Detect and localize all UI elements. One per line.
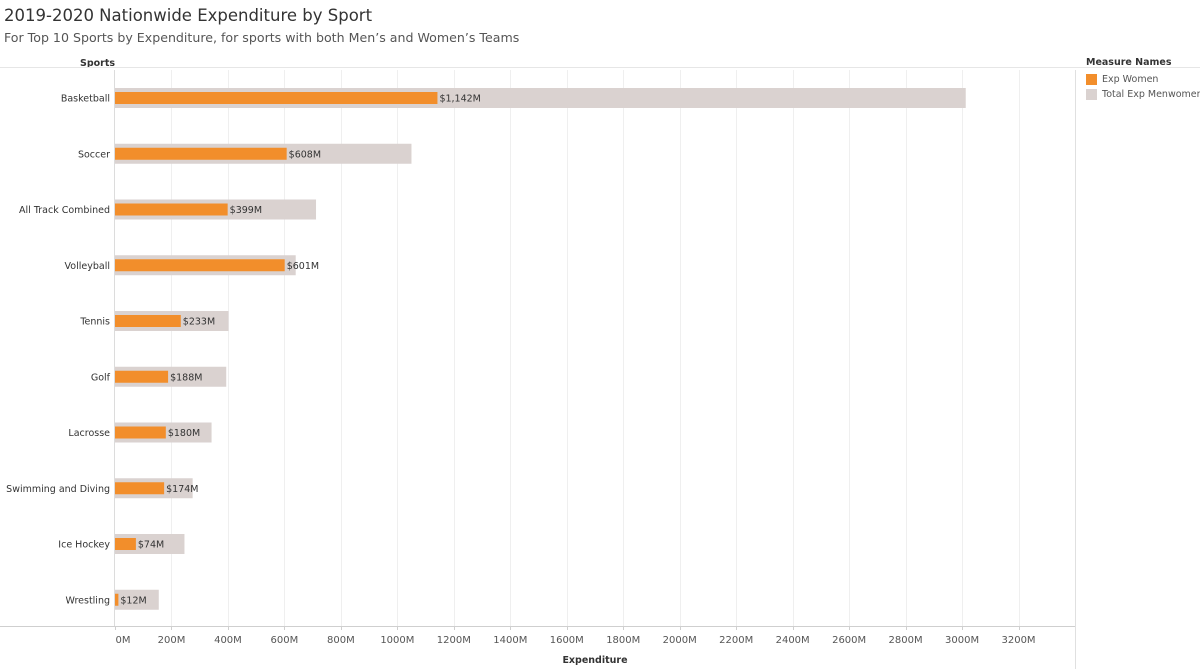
x-tick-label: 800M (327, 635, 355, 646)
category-label-swimming-and-diving: Swimming and Diving (6, 484, 110, 495)
legend-item-total-exp[interactable]: Total Exp Menwomen (1086, 87, 1200, 102)
bar-women-basketball[interactable] (115, 92, 438, 104)
bar-women-soccer[interactable] (115, 147, 287, 160)
category-label-ice-hockey: Ice Hockey (58, 540, 110, 551)
bar-women-volleyball[interactable] (115, 259, 285, 272)
x-tick-label: 1600M (550, 635, 584, 646)
data-label-golf: $188M (170, 372, 202, 383)
category-label-lacrosse: Lacrosse (68, 428, 110, 439)
x-tick-label: 2000M (663, 635, 697, 646)
x-axis-title: Expenditure (562, 655, 627, 666)
category-label-basketball: Basketball (61, 94, 110, 105)
category-label-tennis: Tennis (79, 317, 110, 328)
bar-women-lacrosse[interactable] (115, 426, 166, 439)
bar-layer (115, 88, 966, 610)
x-tick-label: 1800M (606, 635, 640, 646)
x-tick-label: 2200M (719, 635, 753, 646)
category-label-soccer: Soccer (78, 149, 110, 160)
category-label-wrestling: Wrestling (65, 595, 110, 606)
bar-total-wrestling[interactable] (115, 589, 159, 610)
chart-title: 2019-2020 Nationwide Expenditure by Spor… (4, 6, 373, 25)
x-tick-label: 2800M (889, 635, 923, 646)
bar-women-swimming-and-diving[interactable] (115, 482, 165, 495)
data-label-lacrosse: $180M (168, 428, 200, 439)
bar-women-all-track-combined[interactable] (115, 203, 228, 216)
data-label-wrestling: $12M (120, 595, 146, 606)
legend-swatch-exp-women (1086, 74, 1097, 85)
x-tick-label: 3000M (945, 635, 979, 646)
data-label-all-track-combined: $399M (230, 205, 262, 216)
category-label-volleyball: Volleyball (65, 261, 110, 272)
category-label-golf: Golf (91, 372, 111, 383)
data-label-swimming-and-diving: $174M (166, 484, 198, 495)
data-label-ice-hockey: $74M (138, 540, 164, 551)
x-tick-label: 2600M (832, 635, 866, 646)
x-tick-label: 1000M (380, 635, 414, 646)
legend: Measure Names Exp Women Total Exp Menwom… (1086, 57, 1200, 102)
legend-label-exp-women: Exp Women (1102, 74, 1159, 85)
x-tick-label: 400M (214, 635, 242, 646)
data-label-soccer: $608M (289, 149, 321, 160)
x-tick-label: 0M (116, 635, 131, 646)
x-tick-label: 1200M (437, 635, 471, 646)
x-tick-label: 1400M (493, 635, 527, 646)
data-label-volleyball: $601M (287, 261, 319, 272)
axis-layer: 0M 200M 400M 600M 800M 1000M 1200M 1400M 1600M 18… (0, 67, 1200, 669)
chart-subtitle: For Top 10 Sports by Expenditure, for sp… (4, 30, 520, 45)
data-label-basketball: $1,142M (439, 94, 480, 105)
x-tick-label: 3200M (1001, 635, 1035, 646)
row-header-sports: Sports (80, 58, 116, 69)
x-tick-label: 600M (271, 635, 299, 646)
data-label-tennis: $233M (183, 317, 215, 328)
label-layer: Basketball $1,142M Soccer $608M All Track Co… (6, 94, 481, 607)
legend-title: Measure Names (1086, 57, 1172, 68)
bar-women-ice-hockey[interactable] (115, 538, 136, 550)
x-tick-label: 200M (158, 635, 186, 646)
legend-label-total-exp: Total Exp Menwomen (1102, 89, 1200, 100)
bar-women-golf[interactable] (115, 370, 169, 383)
legend-swatch-total-exp (1086, 89, 1097, 100)
bar-women-wrestling[interactable] (115, 593, 119, 606)
legend-item-exp-women[interactable]: Exp Women (1086, 72, 1200, 87)
bar-women-tennis[interactable] (115, 315, 181, 327)
x-tick-label: 2400M (776, 635, 810, 646)
category-label-all-track-combined: All Track Combined (19, 205, 110, 216)
